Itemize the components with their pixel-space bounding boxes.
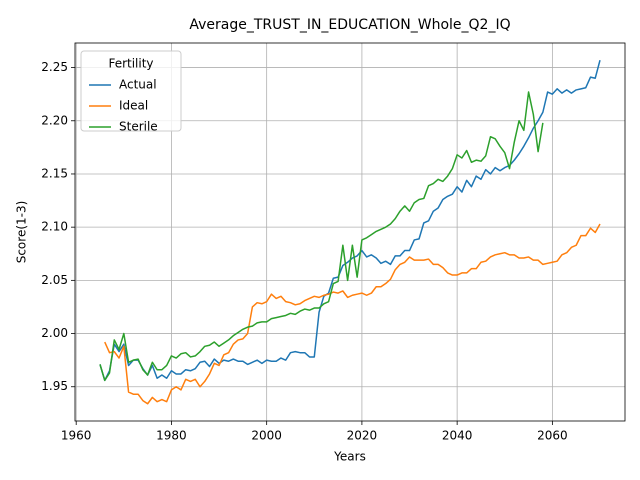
y-tick-label: 2.10 [41, 220, 68, 234]
chart-title: Average_TRUST_IN_EDUCATION_Whole_Q2_IQ [189, 17, 510, 33]
x-tick-label: 1980 [156, 429, 187, 443]
y-tick-label: 2.15 [41, 166, 68, 180]
y-tick-label: 2.25 [41, 60, 68, 74]
series-line [104, 223, 601, 405]
x-tick-label: 2060 [537, 429, 568, 443]
y-tick-label: 2.00 [41, 326, 68, 340]
y-tick-label: 2.05 [41, 273, 68, 287]
x-axis-label: Years [333, 450, 366, 464]
x-tick-label: 2000 [251, 429, 282, 443]
legend-label: Sterile [119, 120, 158, 134]
x-tick-label: 2040 [442, 429, 473, 443]
y-tick-label: 2.20 [41, 113, 68, 127]
x-tick-label: 2020 [347, 429, 378, 443]
legend-title: Fertility [108, 57, 153, 71]
plot-frame [74, 42, 626, 422]
legend-label: Ideal [119, 99, 148, 113]
legend-box [80, 50, 182, 132]
legend-label: Actual [119, 78, 157, 92]
series-line [99, 91, 544, 382]
y-axis-label: Score(1-3) [15, 201, 29, 264]
x-tick-label: 1960 [61, 429, 92, 443]
y-tick-label: 1.95 [41, 379, 68, 393]
